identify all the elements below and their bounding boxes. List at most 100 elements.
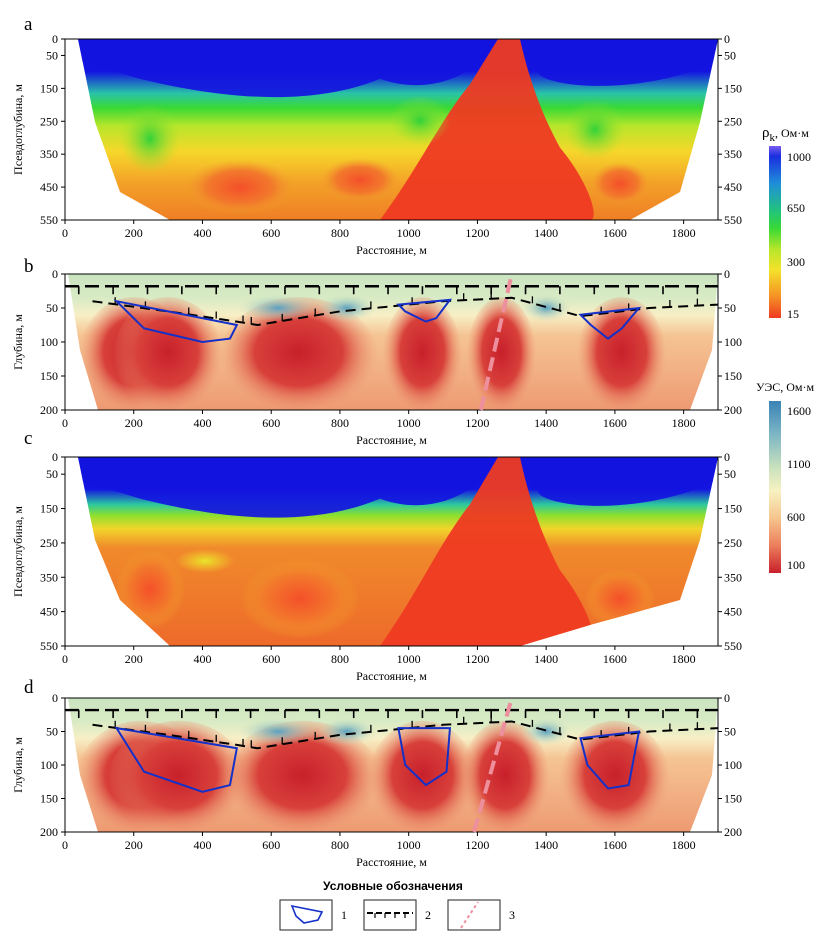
- y-axis-label: Псевдоглубина, м: [11, 84, 25, 175]
- fault-line: [472, 697, 514, 833]
- y-tick-label: 0: [52, 450, 58, 464]
- x-tick-label: 600: [262, 652, 280, 666]
- y-tick-label-right: 350: [724, 570, 742, 584]
- colorbar-resistivity-apparent: ρk, Ом·м 1000 650 300 15: [762, 125, 811, 321]
- x-tick-label: 1800: [672, 838, 696, 852]
- legend-title: Условные обозначения: [323, 879, 463, 893]
- y-tick-label-right: 450: [724, 605, 742, 619]
- legend-item-3-number: 3: [509, 908, 515, 922]
- x-tick-label: 200: [125, 226, 143, 240]
- legend-item-2-box: [363, 899, 417, 931]
- anomaly-contour: [578, 306, 642, 340]
- y-tick-label: 0: [52, 32, 58, 46]
- x-tick-label: 800: [331, 226, 349, 240]
- x-tick-label: 1400: [534, 226, 558, 240]
- x-tick-label: 1200: [465, 838, 489, 852]
- y-tick-label: 50: [46, 467, 58, 481]
- colorbar-b-tick: 100: [787, 558, 805, 572]
- x-tick-label: 1400: [534, 838, 558, 852]
- y-tick-label: 0: [52, 691, 58, 705]
- x-tick-label: 1200: [465, 416, 489, 430]
- x-tick-label: 400: [193, 652, 211, 666]
- y-tick-label-right: 100: [724, 335, 742, 349]
- colorbar-a-tick: 300: [787, 255, 805, 269]
- y-tick-label: 250: [40, 114, 58, 128]
- x-tick-label: 1000: [397, 226, 421, 240]
- y-tick-label: 200: [40, 403, 58, 417]
- y-tick-label: 550: [40, 639, 58, 653]
- y-tick-label: 450: [40, 605, 58, 619]
- y-tick-label-right: 50: [724, 725, 736, 739]
- y-tick-label: 250: [40, 536, 58, 550]
- y-tick-label-right: 150: [724, 369, 742, 383]
- x-tick-label: 1400: [534, 416, 558, 430]
- x-tick-label: 1400: [534, 652, 558, 666]
- boundary-line-lower: [92, 720, 719, 750]
- colorbar-a-unit: , Ом·м: [775, 126, 809, 140]
- legend-item-1-box: [279, 899, 333, 931]
- y-tick-label: 450: [40, 180, 58, 194]
- y-tick-label: 550: [40, 213, 58, 227]
- x-tick-label: 800: [331, 838, 349, 852]
- x-tick-label: 400: [193, 416, 211, 430]
- panel-a: 0 200 400 600 800 1000 1200 1400 1600 1800 0 0 50 50 1…: [11, 14, 742, 257]
- x-tick-label: 600: [262, 838, 280, 852]
- x-tick-label: 1600: [603, 652, 627, 666]
- x-tick-label: 0: [62, 226, 68, 240]
- x-tick-label: 800: [331, 652, 349, 666]
- panel-c-image: [78, 457, 718, 646]
- colorbar-a-subscript: k: [770, 132, 776, 144]
- y-tick-label-right: 550: [724, 213, 742, 227]
- colorbar-b-tick: 1100: [787, 457, 811, 471]
- y-tick-label-right: 50: [724, 301, 736, 315]
- y-tick-label-right: 250: [724, 536, 742, 550]
- y-axis-label: Глубина, м: [11, 314, 25, 370]
- panel-d: 0 200 400 600 800 1000 1200 1400 1600 1800 0 0 50 50 1…: [11, 677, 742, 869]
- x-tick-label: 0: [62, 416, 68, 430]
- panel-letter: b: [24, 256, 34, 277]
- y-tick-label: 150: [40, 502, 58, 516]
- x-tick-label: 1600: [603, 838, 627, 852]
- x-axis-label: Расстояние, м: [356, 855, 427, 869]
- y-tick-label-right: 200: [724, 403, 742, 417]
- y-tick-label-right: 100: [724, 758, 742, 772]
- x-tick-label: 1000: [397, 838, 421, 852]
- y-tick-label-right: 0: [724, 267, 730, 281]
- panel-c: 0 200 400 600 800 1000 1200 1400 1600 1800 0 0 50 50 1…: [11, 428, 742, 683]
- panel-c-frame: [64, 456, 719, 647]
- x-tick-label: 200: [125, 838, 143, 852]
- boundary-ticks-lower: [114, 715, 699, 748]
- x-tick-label: 1800: [672, 652, 696, 666]
- boundary-line-lower: [92, 296, 719, 327]
- colorbar-a-tick: 15: [787, 307, 799, 321]
- y-tick-label: 350: [40, 147, 58, 161]
- y-tick-label: 50: [46, 48, 58, 62]
- anomaly-contour: [396, 298, 453, 323]
- x-axis-label: Расстояние, м: [356, 433, 427, 447]
- y-tick-label-right: 550: [724, 639, 742, 653]
- y-tick-label: 150: [40, 792, 58, 806]
- y-tick-label-right: 200: [724, 825, 742, 839]
- x-tick-label: 600: [262, 226, 280, 240]
- legend-boundary-ticks-icon: [374, 913, 406, 918]
- x-tick-label: 1000: [397, 652, 421, 666]
- y-tick-label: 150: [40, 81, 58, 95]
- anomaly-contour: [579, 730, 641, 790]
- anomaly-contour: [113, 299, 239, 344]
- panel-d-image: [68, 698, 718, 832]
- y-tick-label: 200: [40, 825, 58, 839]
- y-tick-label: 0: [52, 267, 58, 281]
- x-tick-label: 1800: [672, 416, 696, 430]
- x-tick-label: 1600: [603, 226, 627, 240]
- y-axis-label: Псевдоглубина, м: [11, 506, 25, 597]
- x-tick-label: 1000: [397, 416, 421, 430]
- y-tick-label-right: 0: [724, 450, 730, 464]
- y-tick-label-right: 150: [724, 81, 742, 95]
- x-tick-label: 600: [262, 416, 280, 430]
- x-tick-label: 1800: [672, 226, 696, 240]
- legend-contour-icon: [290, 904, 324, 924]
- colorbar-b-bar: [769, 401, 781, 573]
- anomaly-contour: [114, 726, 239, 793]
